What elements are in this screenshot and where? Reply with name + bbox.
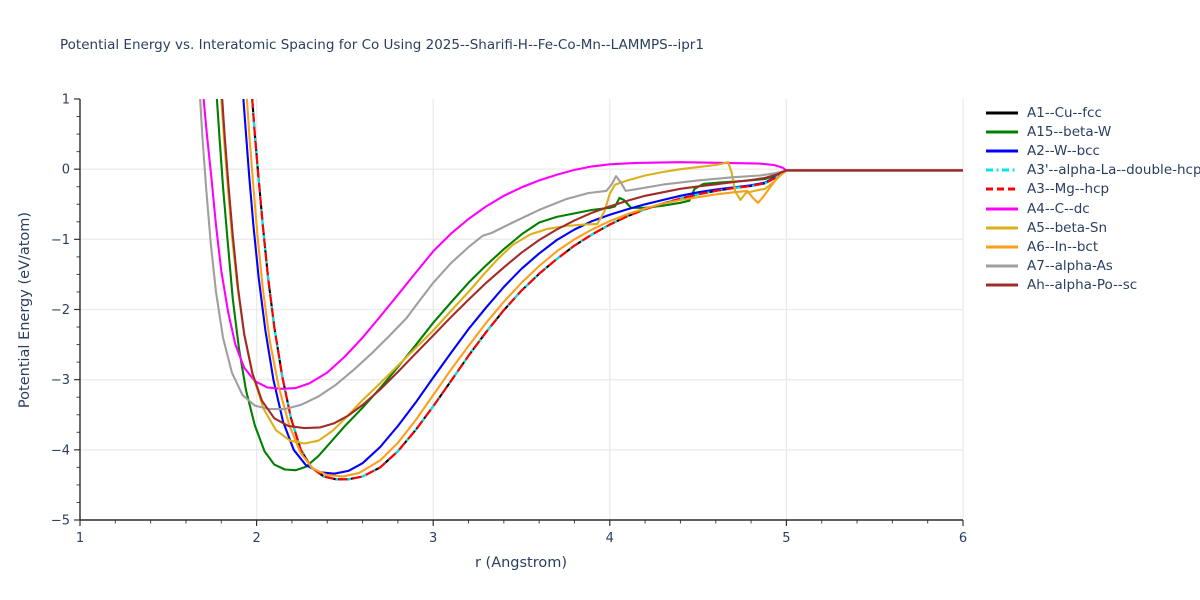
legend-item-A4--C--dc[interactable]: A4--C--dc xyxy=(986,199,1200,218)
legend-label: Ah--alpha-Po--sc xyxy=(1027,277,1138,294)
legend-swatch xyxy=(986,130,1018,134)
legend-label: A6--In--bct xyxy=(1027,238,1099,255)
y-axis-tick-label: −1 xyxy=(51,233,70,248)
legend-item-A3'--alpha-La--double-hcp[interactable]: A3'--alpha-La--double-hcp xyxy=(986,161,1200,180)
series-line-A7--alpha-As xyxy=(199,98,963,411)
series-line-A5--beta-Sn xyxy=(220,98,963,445)
series-line-A15--beta-W xyxy=(215,98,963,472)
legend-item-Ah--alpha-Po--sc[interactable]: Ah--alpha-Po--sc xyxy=(986,276,1200,295)
legend-item-A15--beta-W[interactable]: A15--beta-W xyxy=(986,122,1200,141)
series-line-A3'--alpha-La--double-hcp xyxy=(251,98,963,481)
y-axis-tick-label: 0 xyxy=(62,163,70,178)
y-axis-tick-label: −3 xyxy=(51,373,70,388)
series-line-Ah--alpha-Po--sc xyxy=(221,98,963,430)
y-axis-label: Potential Energy (eV/atom) xyxy=(17,211,33,409)
legend-swatch xyxy=(986,207,1018,211)
legend-item-A7--alpha-As[interactable]: A7--alpha-As xyxy=(986,257,1200,276)
legend-item-A1--Cu--fcc[interactable]: A1--Cu--fcc xyxy=(986,103,1200,122)
legend-swatch xyxy=(986,264,1018,268)
legend-swatch xyxy=(986,149,1018,153)
legend-item-A2--W--bcc[interactable]: A2--W--bcc xyxy=(986,141,1200,160)
legend-label: A5--beta-Sn xyxy=(1027,219,1108,236)
series-line-A3--Mg--hcp xyxy=(251,98,963,481)
x-axis-tick-label: 5 xyxy=(782,531,790,546)
y-axis-tick-label: 1 xyxy=(62,93,70,108)
legend-label: A4--C--dc xyxy=(1027,200,1090,217)
chart-title: Potential Energy vs. Interatomic Spacing… xyxy=(60,37,704,53)
legend-swatch xyxy=(986,245,1018,249)
legend-swatch xyxy=(986,283,1018,287)
x-axis-tick-label: 3 xyxy=(429,531,437,546)
legend-item-A6--In--bct[interactable]: A6--In--bct xyxy=(986,237,1200,256)
series-line-A6--In--bct xyxy=(245,98,963,478)
x-axis-tick-label: 2 xyxy=(252,531,260,546)
legend-label: A2--W--bcc xyxy=(1027,142,1100,159)
legend-item-A3--Mg--hcp[interactable]: A3--Mg--hcp xyxy=(986,180,1200,199)
legend-swatch xyxy=(986,187,1018,191)
legend-label: A7--alpha-As xyxy=(1027,258,1113,275)
x-axis-tick-label: 1 xyxy=(76,531,84,546)
x-axis-label: r (Angstrom) xyxy=(474,555,568,571)
series-line-A2--W--bcc xyxy=(242,98,963,475)
series-line-A1--Cu--fcc xyxy=(251,98,963,481)
legend-label: A1--Cu--fcc xyxy=(1027,104,1102,121)
x-axis-tick-label: 6 xyxy=(959,531,967,546)
x-axis-tick-label: 4 xyxy=(606,531,614,546)
legend-swatch xyxy=(986,168,1018,172)
y-axis-tick-label: −4 xyxy=(51,443,70,458)
legend-swatch xyxy=(986,226,1018,230)
y-axis-tick-label: −5 xyxy=(51,514,70,529)
series-line-A4--C--dc xyxy=(202,98,963,390)
legend-item-A5--beta-Sn[interactable]: A5--beta-Sn xyxy=(986,218,1200,237)
y-axis-tick-label: −2 xyxy=(51,303,70,318)
legend-label: A3--Mg--hcp xyxy=(1027,181,1110,198)
legend: A1--Cu--fcc A15--beta-W A2--W--bcc A3'--alp… xyxy=(986,103,1200,295)
legend-swatch xyxy=(986,111,1018,115)
legend-label: A3'--alpha-La--double-hcp xyxy=(1027,162,1200,179)
legend-label: A15--beta-W xyxy=(1027,123,1112,140)
